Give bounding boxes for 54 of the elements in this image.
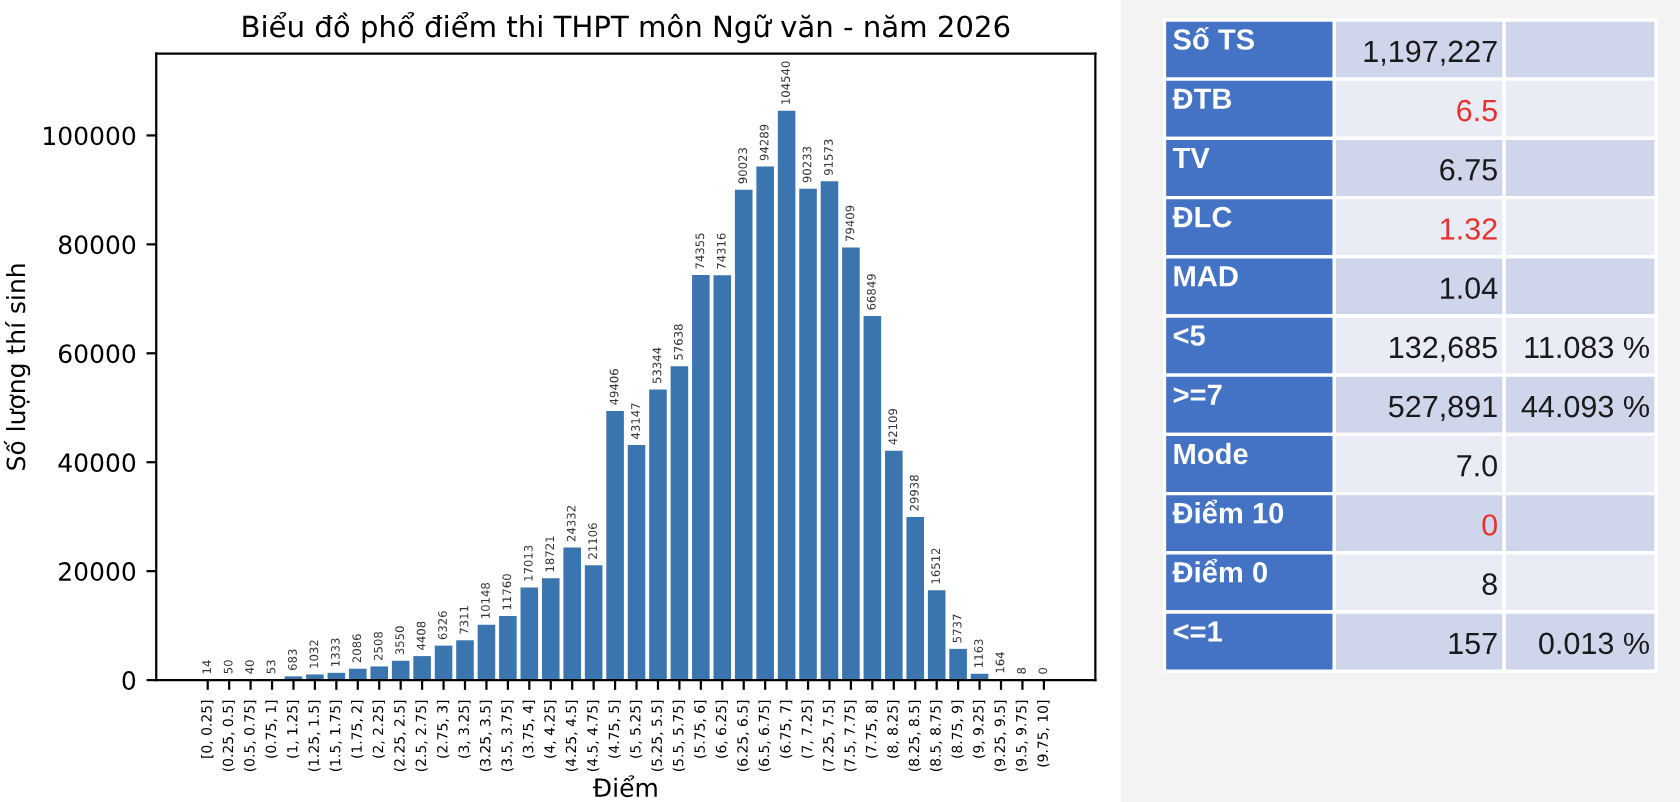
bar: [777, 110, 796, 681]
chart-title: Biểu đồ phổ điểm thi THPT môn Ngữ văn - năm 2026: [243, 11, 1010, 44]
y-axis-title: Số lượng thí sinh: [3, 264, 31, 470]
bar: [499, 616, 517, 681]
category-label: Điểm 10: [1172, 499, 1284, 524]
category-label: Số TS: [1173, 27, 1255, 50]
text: 0.013 %: [1539, 632, 1649, 655]
bar: [670, 366, 689, 681]
text: 527,891: [1388, 395, 1497, 422]
text: 6.5: [1457, 99, 1497, 122]
bar: [434, 645, 453, 681]
category-label: ĐTB: [1172, 88, 1232, 109]
text: 7.0: [1457, 454, 1497, 477]
y-tick-label: 80000: [58, 235, 136, 255]
bar: [477, 624, 496, 681]
category-label: <5: [1173, 325, 1205, 346]
bar: [627, 445, 646, 681]
bar: [520, 587, 539, 681]
bar: [306, 674, 324, 681]
x-axis-title: Điểm: [592, 775, 657, 798]
bar: [649, 389, 667, 681]
y-tick-label: 100000: [44, 126, 136, 146]
category-label: TV: [1172, 147, 1210, 168]
y-tick-label: 0: [122, 671, 136, 690]
text: 6.75: [1440, 158, 1497, 181]
bar: [606, 411, 624, 681]
text: 0: [1482, 514, 1497, 536]
text: 44.093 %: [1521, 395, 1649, 418]
category-label: Mode: [1174, 442, 1248, 465]
bar: [584, 565, 603, 681]
y-tick-label: 60000: [59, 344, 136, 364]
bar: [799, 188, 817, 681]
bar: [949, 648, 967, 681]
bar: [842, 247, 860, 681]
text: 1.32: [1441, 218, 1497, 240]
text: 157: [1449, 632, 1497, 655]
bar: [456, 640, 474, 681]
text: 132,685: [1390, 336, 1497, 362]
category-label: <=1: [1173, 621, 1222, 642]
text: 1.04: [1441, 277, 1498, 299]
category-label: Điểm 0: [1172, 558, 1267, 583]
text: 8: [1482, 573, 1497, 595]
category-label: >=7: [1173, 384, 1222, 405]
bar: [413, 656, 431, 681]
text: 1,197,227: [1364, 40, 1497, 66]
text: 11.083 %: [1525, 336, 1649, 359]
bar: [863, 315, 882, 681]
bar: [820, 181, 839, 681]
y-tick-label: 20000: [59, 562, 136, 582]
y-tick-label: 40000: [58, 453, 136, 473]
category-label: MAD: [1174, 266, 1238, 287]
bar: [927, 590, 946, 681]
category-label: ĐLC: [1172, 206, 1232, 228]
bar: [391, 660, 410, 681]
